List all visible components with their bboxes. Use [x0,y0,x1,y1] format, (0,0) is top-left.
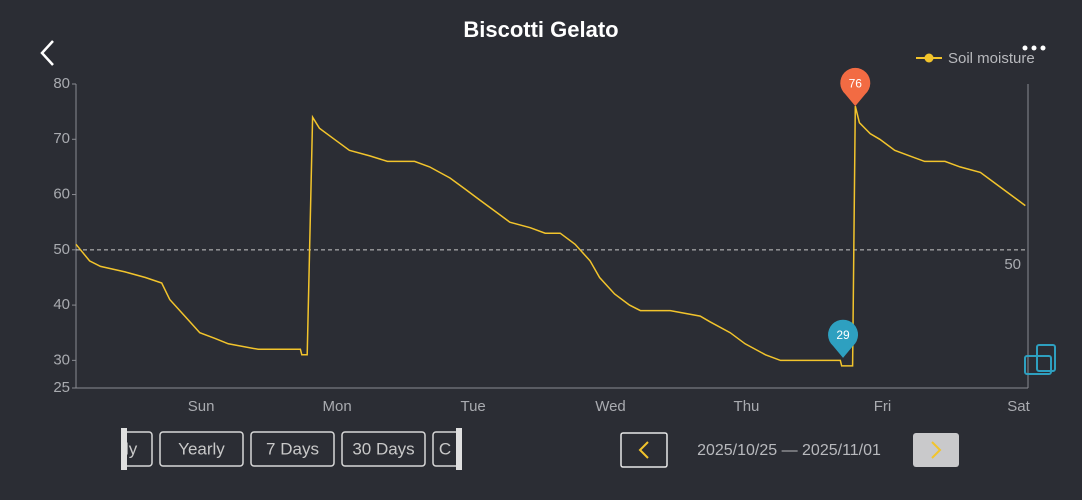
prev-button[interactable] [620,432,668,468]
marker-pin [840,67,871,107]
tab-label: 7 Days [266,439,319,458]
x-tick-label: Tue [460,398,485,415]
x-tick-label: Wed [595,398,626,415]
x-tick-label: Mon [323,398,352,415]
legend-dot [924,53,934,63]
y-tick-label: 30 [53,351,70,368]
line-series [75,105,1026,367]
marker-label: 29 [836,328,850,342]
tabs: ly Yearly 7 Days 30 Days C [121,428,462,470]
prev-icon [638,441,649,459]
reference-label: 50 [1004,256,1021,273]
dot [1040,45,1046,51]
x-tick-label: Sun [188,398,215,415]
dot [1022,45,1028,51]
dot [1031,45,1037,51]
y-tick-label: 70 [53,130,70,147]
next-button[interactable] [913,433,959,467]
legend-label: Soil moisture [948,50,1035,67]
icon-part [1036,344,1056,372]
more-button[interactable] [1022,45,1046,51]
marker-label: 76 [849,76,863,90]
x-tick-label: Fri [874,398,892,415]
tab[interactable] [159,431,244,467]
title: Biscotti Gelato [463,17,618,42]
next-icon [931,441,942,459]
y-tick-label: 25 [53,379,70,396]
tab-label: Yearly [178,439,225,458]
y-tick-label: 60 [53,186,70,203]
x-tick-label: Thu [734,398,760,415]
tab-label: 30 Days [352,439,414,458]
marker-pin [828,319,859,358]
y-tick-label: 50 [53,241,70,258]
date-range: 2025/10/25 — 2025/11/01 [697,442,881,459]
tab[interactable] [341,431,426,467]
tab[interactable] [250,431,335,467]
x-tick-label: Sat [1007,398,1030,415]
y-tick-label: 80 [53,75,70,92]
tab-fade [121,428,127,470]
tab-label: ly [125,439,138,458]
tab-fade [456,428,462,470]
back-button[interactable] [40,40,54,66]
fullscreen-icon[interactable] [1024,344,1056,375]
tab-label: C [439,439,451,458]
y-tick-label: 40 [53,296,70,313]
